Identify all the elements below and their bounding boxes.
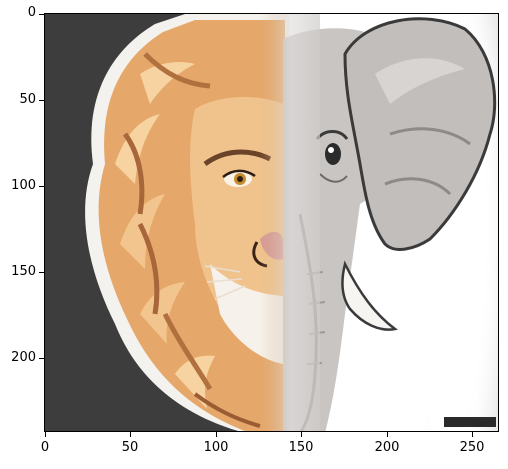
x-tick-mark xyxy=(387,432,388,437)
y-tick-mark xyxy=(39,14,44,15)
y-tick-mark xyxy=(39,272,44,273)
x-tick-label: 100 xyxy=(203,440,229,455)
x-tick-label: 250 xyxy=(459,440,485,455)
y-tick-label: 150 xyxy=(11,264,36,279)
watermark-logo xyxy=(444,417,496,427)
y-tick-mark xyxy=(39,100,44,101)
x-tick-mark xyxy=(216,432,217,437)
lion-elephant-illustration xyxy=(45,14,498,431)
elephant-eye xyxy=(325,143,341,165)
x-tick-mark xyxy=(472,432,473,437)
y-tick-label: 100 xyxy=(11,178,36,193)
y-tick-mark xyxy=(39,358,44,359)
y-tick-label: 200 xyxy=(11,350,36,365)
x-tick-mark xyxy=(301,432,302,437)
x-tick-label: 50 xyxy=(121,440,139,455)
y-tick-mark xyxy=(39,186,44,187)
y-tick-label: 50 xyxy=(19,92,36,107)
x-tick-mark xyxy=(45,432,46,437)
image-axes xyxy=(44,13,499,432)
x-tick-label: 150 xyxy=(288,440,314,455)
x-tick-label: 0 xyxy=(40,440,50,455)
x-tick-mark xyxy=(130,432,131,437)
y-tick-label: 0 xyxy=(27,5,36,20)
elephant-tusk xyxy=(341,260,398,331)
x-tick-label: 200 xyxy=(374,440,400,455)
